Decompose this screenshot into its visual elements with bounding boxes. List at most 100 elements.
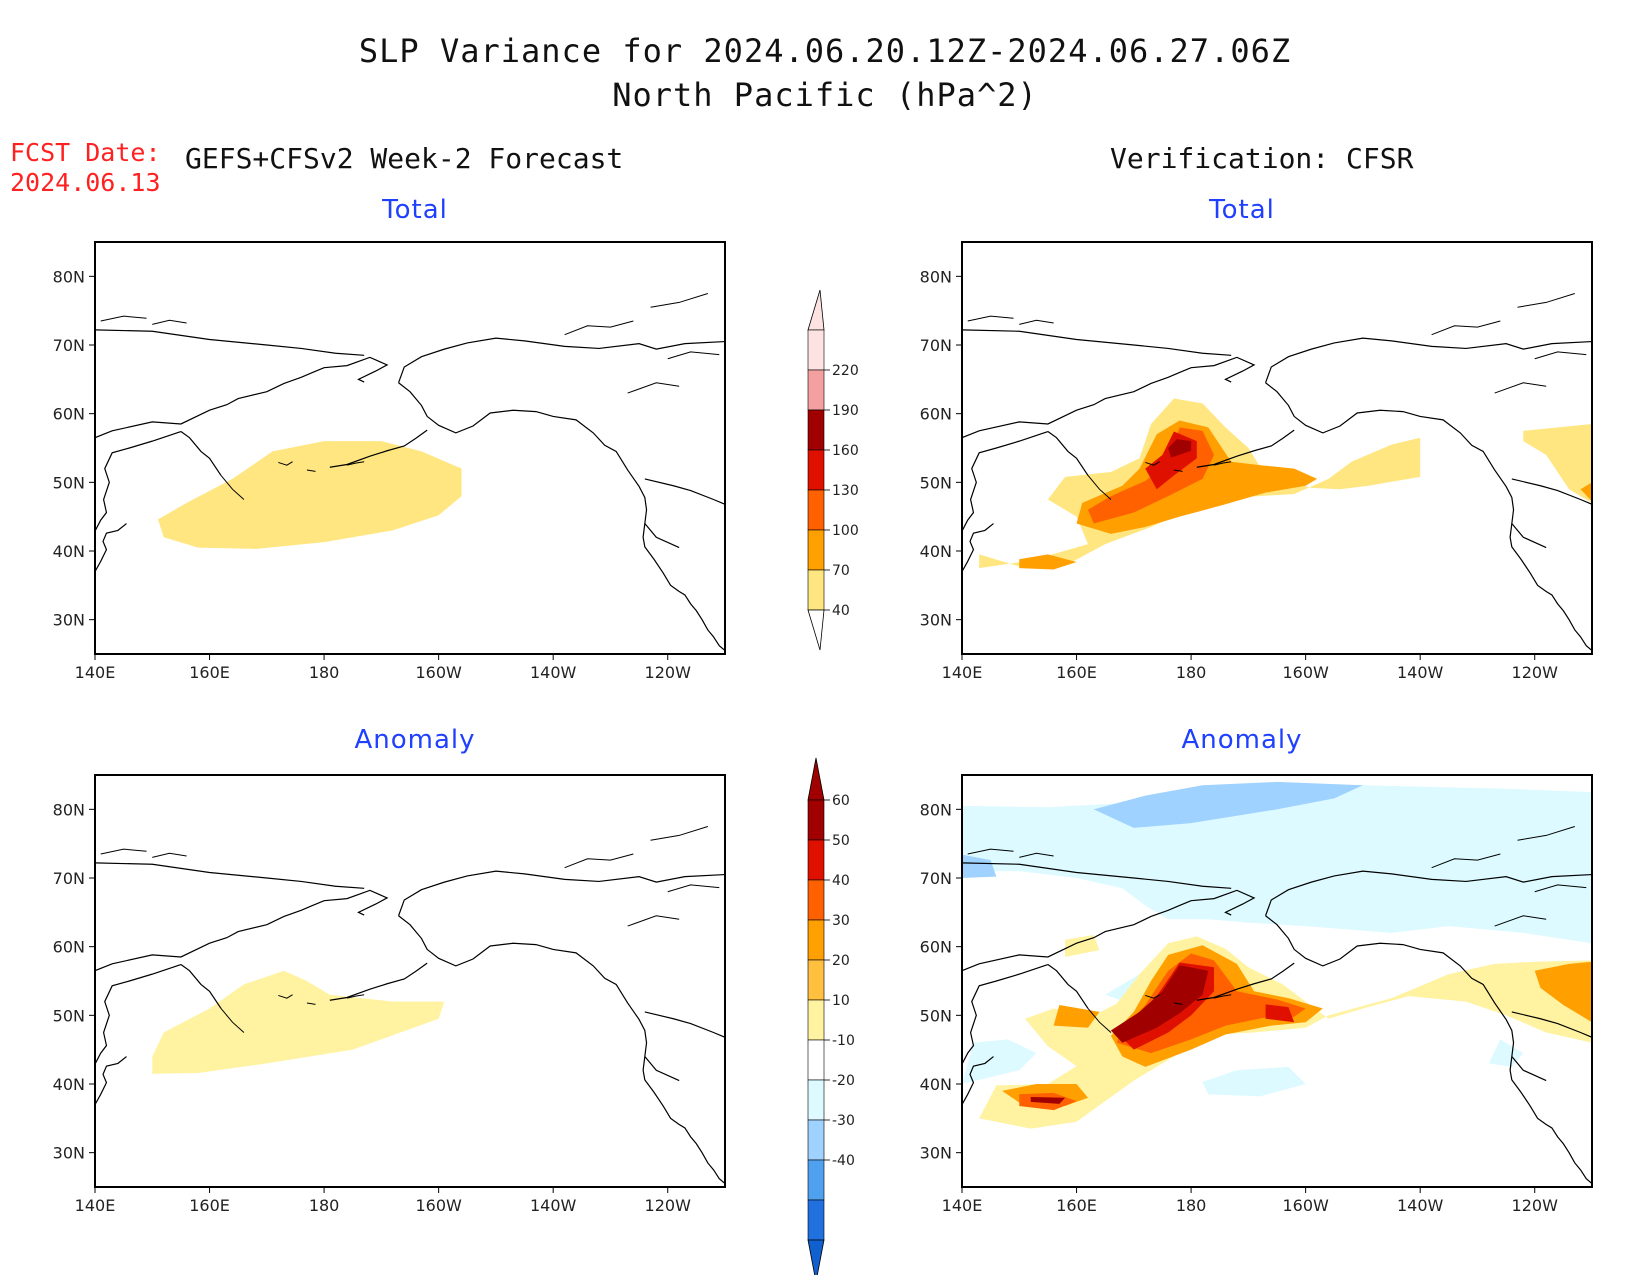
lon-label: 140E	[942, 1196, 983, 1215]
contour-fill	[1168, 439, 1192, 458]
island	[306, 469, 316, 472]
lat-label: 30N	[920, 611, 952, 630]
coastline	[962, 356, 1256, 439]
island	[1019, 319, 1054, 325]
island	[100, 848, 147, 855]
colorbar-segment	[807, 569, 825, 611]
lat-label: 80N	[920, 800, 952, 819]
island	[1517, 293, 1575, 308]
lat-label: 60N	[53, 405, 85, 424]
contour-fill	[1019, 554, 1077, 570]
island	[1087, 1008, 1112, 1033]
colorbar-anomaly: 60 50 40 30 20 10 -10 -20 -30 -40	[807, 757, 855, 1275]
lat-label: 50N	[53, 473, 85, 492]
coastline	[180, 964, 222, 1009]
island	[650, 293, 708, 308]
lat-label: 80N	[920, 267, 952, 286]
colorbar-arrow-bottom	[807, 609, 825, 651]
contour-fill	[962, 785, 1592, 944]
colorbar-segment	[807, 489, 825, 531]
island	[967, 848, 1014, 855]
lon-label: 160E	[189, 663, 230, 682]
map-frame	[94, 241, 726, 655]
lon-label: 160E	[1056, 1196, 1097, 1215]
coastline	[1265, 382, 1592, 652]
colorbar-label: 100	[832, 523, 859, 539]
map-background	[962, 242, 1592, 654]
island	[967, 315, 1014, 322]
coastline	[95, 356, 389, 439]
island	[1494, 915, 1547, 927]
contour-fill	[1202, 1066, 1306, 1097]
island	[152, 852, 187, 858]
colorbar-label: 30	[832, 913, 850, 929]
island	[667, 884, 720, 893]
lon-label: 120W	[1512, 663, 1559, 682]
coastline	[962, 430, 1049, 532]
lon-label: 120W	[1512, 1196, 1559, 1215]
lat-label: 40N	[53, 1075, 85, 1094]
lat-label: 70N	[920, 336, 952, 355]
island	[1534, 351, 1587, 360]
lon-label: 160W	[415, 1196, 462, 1215]
lat-label: 40N	[920, 1075, 952, 1094]
lat-label: 80N	[53, 800, 85, 819]
colorbar-label: 60	[832, 793, 850, 809]
lon-label: 180	[1176, 1196, 1207, 1215]
coastline	[1196, 429, 1295, 468]
coastline	[1511, 478, 1592, 505]
lon-label: 140W	[1397, 663, 1444, 682]
lon-label: 180	[309, 663, 340, 682]
island	[306, 1002, 316, 1005]
coastline	[1265, 915, 1592, 1185]
coastline	[962, 889, 1256, 972]
coastline	[180, 431, 222, 476]
island	[278, 461, 293, 466]
island	[220, 1008, 245, 1033]
lon-label: 140E	[942, 663, 983, 682]
fcst-date-label: FCST Date:	[10, 138, 161, 167]
colorbar-total: 40 70 100 130 160 190 220	[807, 289, 859, 651]
lon-label: 140W	[1397, 1196, 1444, 1215]
lon-label: 160E	[189, 1196, 230, 1215]
lat-label: 30N	[53, 611, 85, 630]
coastline	[95, 523, 127, 572]
lon-label: 160W	[1282, 1196, 1329, 1215]
map-background	[95, 242, 725, 654]
coastline	[95, 889, 389, 972]
lat-label: 50N	[920, 473, 952, 492]
coastline	[398, 382, 725, 652]
map-panel-fcst-anomaly: 80N 70N 60N 50N 40N 30N 140E 160E 180 160W 140W 120…	[53, 774, 726, 1215]
map-content-fcst-total	[95, 242, 725, 654]
lon-label: 120W	[645, 663, 692, 682]
colorbar-label: -40	[832, 1153, 855, 1169]
colorbar-segment	[807, 839, 825, 881]
coastline	[962, 963, 1049, 1065]
coastline	[329, 429, 428, 468]
contour-fill	[158, 441, 462, 549]
colorbar-segment	[807, 529, 825, 571]
lon-label: 140W	[530, 1196, 577, 1215]
colorbar-label: 160	[832, 443, 859, 459]
lat-label: 60N	[53, 938, 85, 957]
colorbar-label: 220	[832, 363, 859, 379]
coastline	[644, 1056, 680, 1082]
colorbar-label: -30	[832, 1113, 855, 1129]
coastline	[95, 430, 182, 532]
colorbar-label: 40	[832, 873, 850, 889]
panel-title-forecast-total: Total	[382, 195, 448, 225]
island	[564, 320, 634, 336]
coastline	[95, 862, 365, 889]
verification-source-label: Verification: CFSR	[1110, 142, 1414, 175]
coastline	[1196, 962, 1295, 1001]
colorbar-segment	[807, 799, 825, 841]
colorbar-label: 10	[832, 993, 850, 1009]
lat-label: 50N	[920, 1006, 952, 1025]
island	[1087, 475, 1112, 500]
lat-label: 60N	[920, 938, 952, 957]
coastline	[95, 329, 365, 356]
colorbar-label: 40	[832, 603, 850, 619]
lat-label: 40N	[920, 542, 952, 561]
lon-label: 160E	[1056, 663, 1097, 682]
contour-fill	[1265, 1004, 1295, 1023]
